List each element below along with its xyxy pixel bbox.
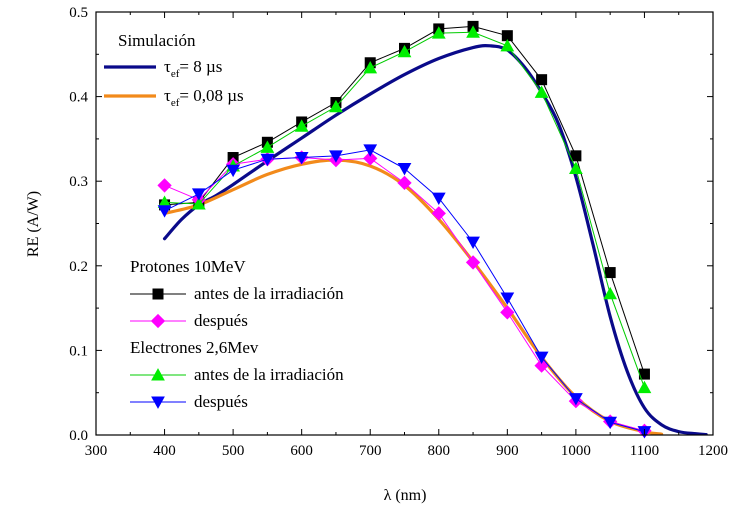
series-5-point (500, 292, 515, 305)
series-3-point (363, 151, 378, 166)
series-4-point (637, 380, 652, 394)
legend-entry-label: después (194, 392, 248, 411)
legend-swatch-marker (150, 313, 166, 329)
series-4-point (260, 140, 275, 153)
series-4-point (569, 161, 583, 175)
series-5-point (260, 153, 275, 167)
legend-swatch-marker (151, 368, 165, 381)
series-4-point (363, 60, 378, 74)
legend-sim-title: Simulación (118, 31, 196, 50)
y-tick-label: 0.4 (69, 90, 88, 106)
x-tick-label: 1100 (630, 443, 659, 459)
x-tick-label: 800 (428, 443, 451, 459)
series-2-point (536, 74, 548, 86)
y-tick-label: 0.1 (69, 343, 88, 359)
series-3-point (157, 178, 172, 193)
series-5-point (466, 236, 480, 249)
series-2-point (501, 30, 513, 42)
legend-swatch-marker (151, 396, 165, 409)
legend-entry-label: antes de la irradiación (194, 365, 344, 384)
y-tick-label: 0.3 (69, 174, 88, 190)
series-5-point (534, 351, 549, 365)
series-5-point (431, 192, 446, 205)
series-3-point (397, 175, 412, 191)
series-4-point (500, 38, 515, 52)
x-tick-label: 400 (153, 443, 176, 459)
series-4-point (534, 85, 549, 98)
x-tick-label: 700 (359, 443, 382, 459)
series-2-point (604, 267, 616, 279)
x-tick-label: 300 (85, 443, 108, 459)
series-4-point (329, 99, 343, 113)
series-5-point (363, 144, 378, 157)
series-5-point (294, 152, 309, 165)
legend-swatch-marker (152, 288, 164, 300)
series-4-point (466, 25, 480, 38)
legend-group-title-1: Electrones 2,6Mev (130, 338, 259, 357)
series-3-point (431, 206, 446, 221)
series-layer (157, 20, 708, 439)
y-axis-title: RE (A/W) (25, 191, 42, 257)
legend-entry-label: antes de la irradiación (194, 284, 344, 303)
series-4-point (294, 119, 309, 132)
legend-layer: Simulación τef= 8 µs τef= 0,08 µs Protones … (104, 31, 344, 411)
series-5-point (191, 188, 206, 201)
x-tick-label: 600 (290, 443, 313, 459)
x-tick-label: 1000 (561, 443, 591, 459)
series-3-point (465, 255, 481, 270)
legend-sim-label: τef= 8 µs (164, 57, 222, 80)
legend-group-title-0: Protones 10MeV (130, 257, 246, 276)
axes-layer: 300 400 500 600 700 800 900 1000 1100 1200 0.0 0.1 0… (69, 5, 728, 459)
series-4-point (431, 26, 446, 39)
series-5-point (329, 150, 343, 163)
series-3-point (500, 305, 515, 320)
series-4-point (397, 44, 412, 58)
x-tick-label: 900 (496, 443, 519, 459)
series-5-point (569, 393, 583, 406)
series-5-point (226, 164, 240, 178)
series-2-point (570, 150, 582, 162)
x-tick-label: 500 (222, 443, 245, 459)
x-tick-label: 1200 (698, 443, 728, 459)
legend-entry-label: después (194, 311, 248, 330)
x-axis-title: λ (nm) (384, 487, 427, 504)
y-tick-label: 0.5 (69, 5, 88, 21)
series-2-point (638, 368, 650, 380)
series-5-point (157, 205, 172, 218)
series-4-point (191, 197, 206, 210)
series-4-point (157, 195, 172, 208)
y-tick-label: 0.0 (69, 428, 88, 444)
y-tick-label: 0.2 (69, 259, 88, 275)
series-4-point (603, 286, 618, 300)
legend-sim-label: τef= 0,08 µs (164, 86, 244, 109)
series-5-point (397, 163, 412, 176)
series-5-point (603, 416, 618, 430)
series-line-0 (162, 44, 708, 435)
